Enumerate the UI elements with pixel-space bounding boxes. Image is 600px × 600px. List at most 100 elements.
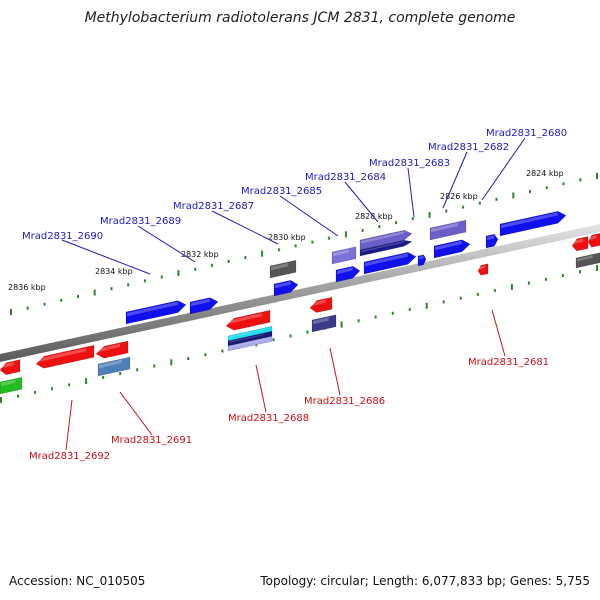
tick-mark <box>136 368 139 372</box>
tick-mark <box>579 270 581 274</box>
gene-label-mrad2831-2683: Mrad2831_2683 <box>369 158 450 169</box>
gene-feature <box>0 359 21 375</box>
gene-feature-sheen <box>365 253 408 267</box>
tick-mark <box>462 205 465 209</box>
tick-mark <box>306 330 309 334</box>
tick-mark <box>579 178 582 182</box>
tick-mark <box>177 270 180 277</box>
genome-summary-text: Topology: circular; Length: 6,077,833 bp… <box>260 574 590 588</box>
tick-mark <box>227 260 230 263</box>
tick-mark <box>361 228 364 232</box>
tick-mark <box>395 221 398 225</box>
tick-mark <box>261 250 264 257</box>
kbp-label: 2826 kbp <box>440 192 478 201</box>
gene-feature <box>225 309 271 331</box>
gene-feature-sheen <box>229 329 264 338</box>
gene-feature-sheen <box>229 339 264 348</box>
tick-mark <box>244 256 247 260</box>
gene-label-mrad2831-2692: Mrad2831_2692 <box>29 451 110 462</box>
gene-feature-sheen <box>191 298 210 307</box>
gene-feature-sheen <box>275 281 291 289</box>
tick-mark <box>311 240 314 244</box>
gene-leaders-top <box>61 137 526 275</box>
tick-mark <box>562 182 565 186</box>
tick-mark <box>478 201 481 205</box>
tick-mark <box>357 319 360 323</box>
tick-mark <box>127 283 130 287</box>
gene-feature-sheen <box>127 301 178 317</box>
gene-feature-sheen <box>271 263 289 271</box>
gene-feature-sheen <box>37 348 86 363</box>
tick-mark <box>374 315 377 319</box>
gene-label-mrad2831-2690: Mrad2831_2690 <box>22 231 103 242</box>
tick-mark <box>495 197 498 201</box>
gene-feature-sheen <box>419 255 424 260</box>
gene-feature-sheen <box>313 317 329 325</box>
gene-feature-sheen <box>577 255 593 262</box>
gene-feature <box>311 314 337 333</box>
tick-mark <box>459 296 462 300</box>
tick-mark <box>51 387 54 391</box>
tick-mark <box>187 357 190 360</box>
tick-mark <box>344 231 347 238</box>
gene-feature <box>0 376 23 395</box>
gene-feature <box>571 236 589 252</box>
tick-mark <box>428 211 431 218</box>
tick-mark <box>204 353 207 357</box>
tick-mark <box>60 298 63 302</box>
gene-feature-sheen <box>229 334 264 343</box>
gene-feature <box>125 300 187 325</box>
kbp-label: 2832 kbp <box>181 250 219 259</box>
tick-mark <box>77 295 79 298</box>
tick-mark <box>408 308 411 311</box>
gene-feature-sheen <box>333 249 349 257</box>
gene-feature <box>335 266 361 283</box>
tick-mark <box>512 192 515 199</box>
gene-feature <box>269 259 297 279</box>
tick-track-top <box>10 173 598 315</box>
gene-label-mrad2831-2688: Mrad2831_2688 <box>228 413 309 424</box>
gene-feature-sheen <box>337 267 353 275</box>
tick-mark <box>210 263 213 267</box>
gene-feature-sheen <box>431 222 458 233</box>
tick-mark <box>0 397 2 403</box>
tick-mark <box>445 209 448 213</box>
tick-mark <box>17 394 19 398</box>
tick-mark <box>119 372 122 376</box>
tick-mark <box>272 338 275 342</box>
gene-feature <box>95 340 129 359</box>
gene-label-mrad2831-2681: Mrad2831_2681 <box>468 357 549 368</box>
gene-leaders-bottom <box>65 309 506 451</box>
tick-mark <box>102 375 105 379</box>
gene-feature <box>575 252 600 269</box>
gene-feature <box>97 356 131 377</box>
gene-feature <box>227 335 273 352</box>
gene-feature-sheen <box>1 379 16 387</box>
gene-feature-sheen <box>227 313 262 325</box>
gene-feature-sheen <box>573 238 584 245</box>
tick-mark <box>529 190 531 193</box>
tick-mark <box>194 267 197 271</box>
gene-feature <box>331 246 357 265</box>
gene-feature-sheen <box>479 265 485 270</box>
tick-mark <box>328 236 331 240</box>
tick-mark <box>476 292 479 296</box>
accession-text: Accession: NC_010505 <box>9 574 146 588</box>
kbp-label: 2836 kbp <box>8 283 46 292</box>
gene-feature <box>359 230 413 251</box>
gene-label-mrad2831-2682: Mrad2831_2682 <box>428 142 509 153</box>
tick-mark <box>391 311 394 315</box>
tick-mark <box>26 306 29 310</box>
gene-feature <box>417 254 427 267</box>
gene-feature <box>499 210 567 237</box>
page-title: Methylobacterium radiotolerans JCM 2831,… <box>84 10 516 26</box>
tick-mark <box>85 378 88 385</box>
gene-feature-sheen <box>589 235 597 241</box>
tick-mark <box>153 364 156 368</box>
tick-mark <box>340 321 343 328</box>
tick-mark <box>289 334 292 338</box>
tick-track-bottom <box>0 265 598 403</box>
tick-mark <box>493 289 496 293</box>
kbp-label: 2824 kbp <box>526 169 564 178</box>
